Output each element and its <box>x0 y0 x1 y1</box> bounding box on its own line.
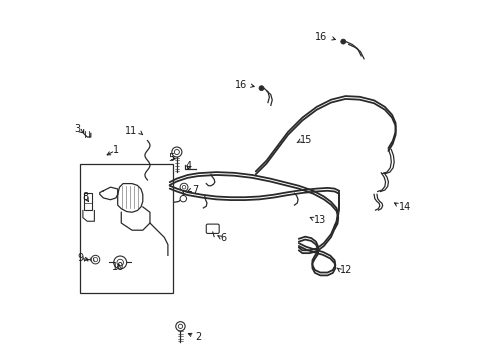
Text: 16: 16 <box>315 32 327 42</box>
Text: 6: 6 <box>220 233 226 243</box>
FancyBboxPatch shape <box>206 224 219 233</box>
Circle shape <box>180 195 187 202</box>
Text: 4: 4 <box>185 161 192 171</box>
Bar <box>80 164 173 293</box>
Circle shape <box>176 321 185 331</box>
Text: 9: 9 <box>77 253 84 263</box>
Circle shape <box>182 185 186 189</box>
Circle shape <box>91 255 100 264</box>
Text: 16: 16 <box>235 80 247 90</box>
Text: 8: 8 <box>83 192 89 202</box>
Text: 10: 10 <box>112 262 124 272</box>
Circle shape <box>259 86 264 91</box>
Text: 2: 2 <box>195 332 201 342</box>
Circle shape <box>172 147 182 157</box>
Circle shape <box>93 257 98 262</box>
Text: 1: 1 <box>113 144 119 154</box>
Bar <box>84 193 92 211</box>
Circle shape <box>341 39 346 44</box>
Text: 3: 3 <box>74 124 80 134</box>
Circle shape <box>174 149 179 154</box>
Text: 12: 12 <box>340 265 352 275</box>
Text: 5: 5 <box>168 153 174 163</box>
Circle shape <box>180 183 188 191</box>
Text: 11: 11 <box>125 126 137 136</box>
Text: 13: 13 <box>314 215 326 225</box>
Text: 7: 7 <box>192 185 198 195</box>
Circle shape <box>117 259 123 266</box>
Text: 14: 14 <box>399 202 412 212</box>
Text: 15: 15 <box>300 135 313 145</box>
Circle shape <box>178 324 183 328</box>
Circle shape <box>114 256 126 269</box>
